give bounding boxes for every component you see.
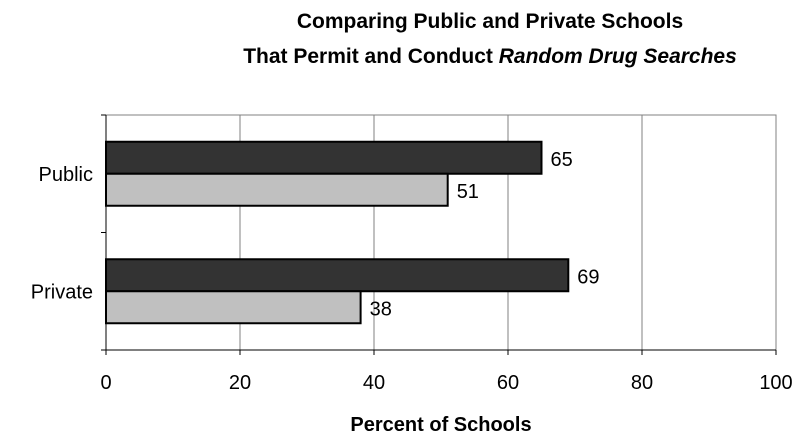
data-label-private-series-1: 69: [577, 266, 599, 288]
bar-public-series-1: [105, 140, 543, 175]
x-tick-label-100: 100: [759, 372, 792, 394]
x-axis-label: Percent of Schools: [350, 414, 531, 436]
data-label-private-series-2: 38: [370, 298, 392, 320]
chart-title-line-2: That Permit and Conduct Random Drug Sear…: [100, 45, 798, 69]
data-label-public-series-1: 65: [551, 149, 573, 171]
y-category-label-public: Public: [39, 164, 93, 186]
x-tick-label-60: 60: [497, 372, 519, 394]
bar-private-series-2: [105, 290, 362, 325]
chart-title-line-1: Comparing Public and Private Schools: [296, 10, 684, 33]
labels: 0 20 40 60 80 100 Public 65 51 Private 69 38: [31, 149, 793, 394]
bar-public-series-2: [105, 172, 449, 207]
chart-title-line-2-italic: Random Drug Searches: [498, 45, 737, 68]
chart-title-line-2-prefix: That Permit and Conduct: [243, 45, 499, 68]
x-tick-label-20: 20: [229, 372, 251, 394]
bar-private-series-1: [105, 258, 570, 293]
x-tick-label-80: 80: [631, 372, 653, 394]
y-category-label-private: Private: [31, 281, 93, 303]
x-tick-label-0: 0: [100, 372, 111, 394]
x-tick-label-40: 40: [363, 372, 385, 394]
bars: [105, 140, 570, 325]
data-label-public-series-2: 51: [457, 181, 479, 203]
